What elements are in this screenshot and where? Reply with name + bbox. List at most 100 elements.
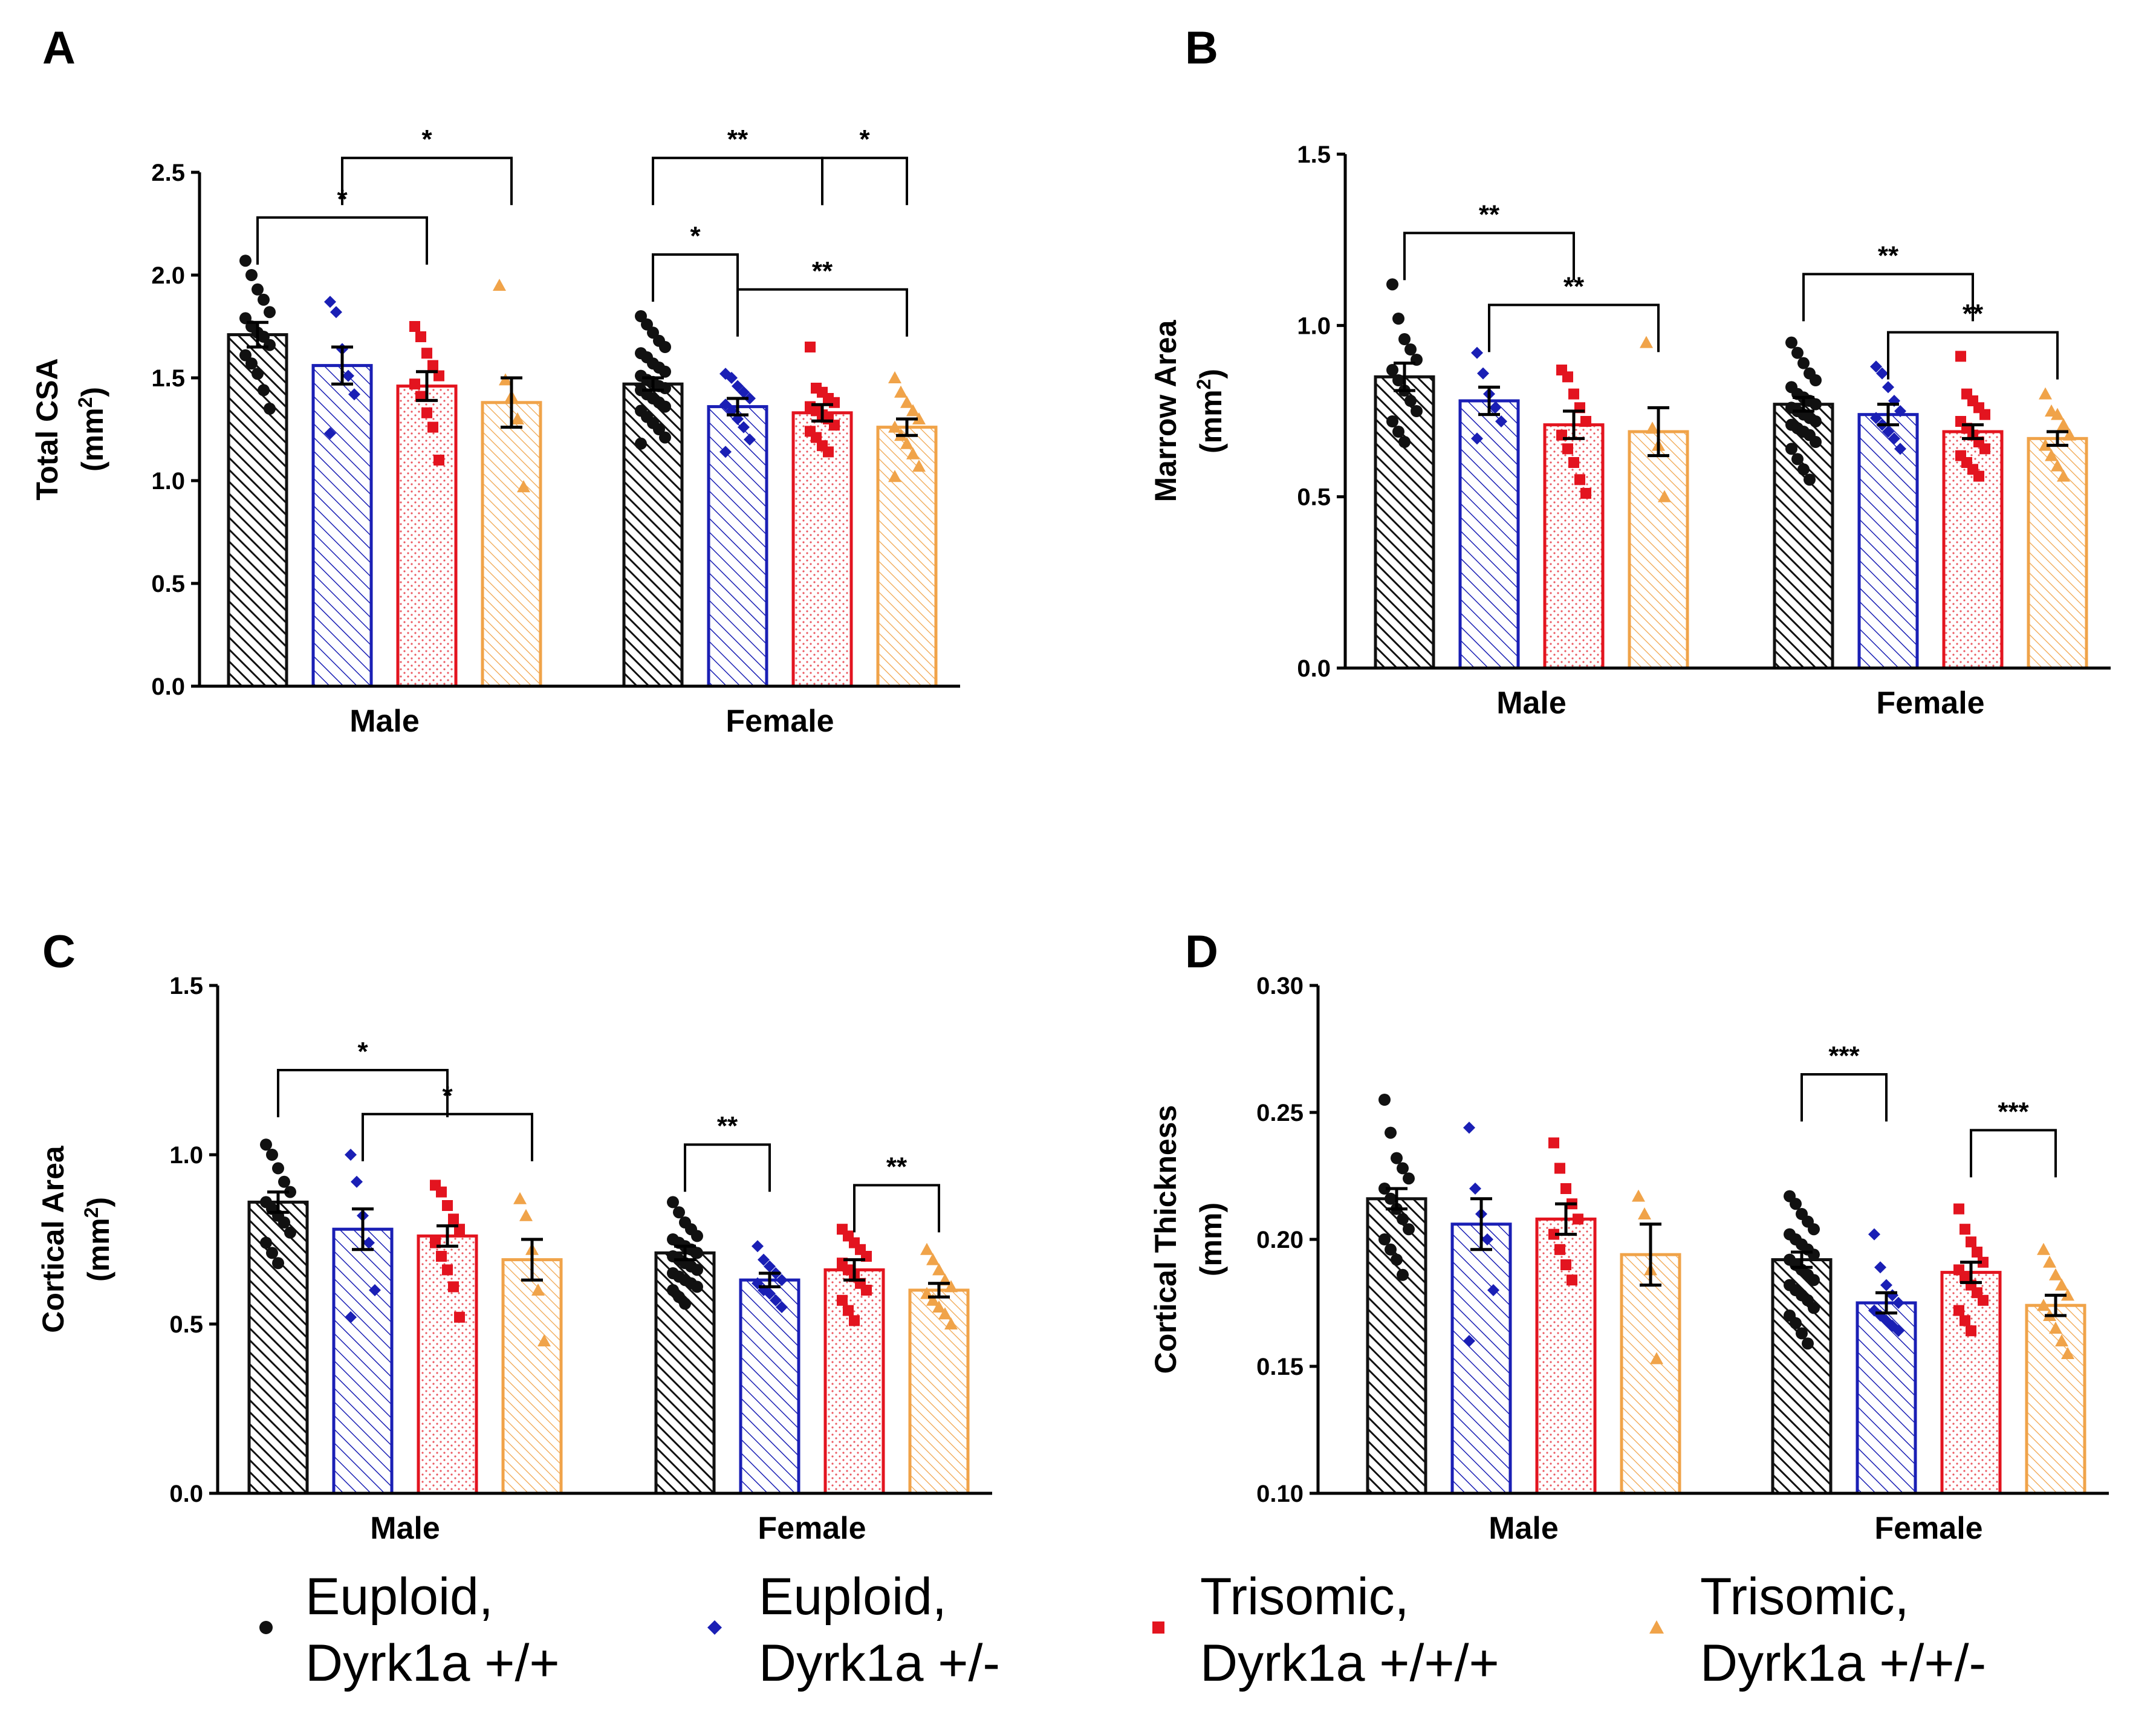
data-point <box>1808 1302 1820 1314</box>
bar <box>876 426 938 688</box>
data-point <box>1953 1203 1964 1215</box>
legend-label-line2: Dyrk1a +/- <box>759 1634 1000 1692</box>
x-category-label: Female <box>758 1511 866 1546</box>
data-point <box>513 1192 527 1204</box>
data-point <box>342 369 354 382</box>
data-point <box>1487 1284 1499 1296</box>
data-point <box>272 1162 284 1175</box>
data-point <box>1978 1256 1989 1268</box>
significance-label: * <box>442 1081 453 1111</box>
data-point <box>1397 1162 1409 1175</box>
data-point <box>1386 364 1398 376</box>
data-point <box>436 1251 447 1262</box>
data-point <box>1810 436 1822 448</box>
data-point <box>900 395 914 408</box>
data-point <box>1463 1121 1475 1134</box>
data-point <box>284 1226 296 1239</box>
data-point <box>1868 1228 1880 1241</box>
data-point <box>260 1236 272 1249</box>
legend-label-line1: Trisomic, <box>1700 1568 1909 1626</box>
data-point <box>1378 1233 1391 1245</box>
legend-item-euploid-wt: Euploid, Dyrk1a +/+ <box>259 1568 560 1692</box>
data-point <box>738 421 750 433</box>
data-point <box>1955 351 1966 362</box>
legend-label-line2: Dyrk1a +/+/- <box>1700 1634 1986 1692</box>
data-point <box>454 1311 465 1323</box>
data-point <box>531 1284 545 1296</box>
y-tick-label: 0.20 <box>1256 1227 1304 1253</box>
y-axis-title: Total CSA <box>30 358 64 500</box>
bar <box>396 385 458 688</box>
data-point <box>2037 1242 2050 1255</box>
data-point <box>932 1263 946 1276</box>
data-point <box>1790 1317 1802 1329</box>
data-point <box>906 404 920 417</box>
chart-panel-d: 0.10 0.15 0.20 0.25 0.30 Male Female Cortical T… <box>1149 973 2109 1546</box>
y-tick-label: 2.5 <box>151 160 185 186</box>
y-axis-title: Cortical Thickness <box>1149 1105 1183 1374</box>
bar <box>908 1288 970 1495</box>
significance-label: ** <box>717 1111 738 1141</box>
data-point <box>2039 387 2052 400</box>
data-point <box>770 1294 782 1306</box>
data-point <box>1404 395 1417 407</box>
data-point <box>659 341 671 353</box>
data-point <box>635 437 647 450</box>
data-point <box>758 1253 770 1266</box>
data-point <box>2055 1278 2068 1291</box>
data-point <box>258 384 270 397</box>
y-tick-label: 0.5 <box>1297 484 1331 511</box>
data-point <box>1411 405 1423 417</box>
data-point <box>1391 1253 1403 1266</box>
significance-label: * <box>690 221 701 251</box>
data-point <box>348 388 360 401</box>
bar <box>1366 1197 1427 1495</box>
significance-label: * <box>859 125 870 154</box>
data-point <box>1638 1207 1651 1219</box>
data-point <box>1892 1297 1904 1309</box>
data-point <box>1650 1352 1663 1365</box>
data-point <box>849 1315 860 1326</box>
legend-marker-triangle-icon <box>1649 1620 1664 1634</box>
x-category-label: Female <box>726 704 834 739</box>
data-point <box>1378 1183 1391 1195</box>
data-point <box>1560 1259 1571 1270</box>
y-axis-title: Marrow Area <box>1149 319 1183 502</box>
data-point <box>861 1285 872 1296</box>
data-point <box>427 360 438 371</box>
data-point <box>2039 438 2052 451</box>
y-axis-unit: (mm) <box>1194 1203 1228 1276</box>
panel-letter-c: C <box>42 926 76 978</box>
data-point <box>1403 1223 1415 1236</box>
bar <box>481 401 542 688</box>
data-point <box>926 1253 940 1265</box>
data-point <box>421 407 432 418</box>
bar <box>1773 403 1834 670</box>
significance-bracket <box>821 157 908 206</box>
data-point <box>679 1297 691 1310</box>
y-tick-label: 0.0 <box>1297 655 1331 682</box>
data-point <box>421 348 432 359</box>
bar <box>1857 413 1919 670</box>
data-point <box>1562 371 1573 383</box>
data-point <box>345 1311 357 1323</box>
data-point <box>266 1247 278 1259</box>
data-point <box>260 1138 272 1151</box>
legend-label-line2: Dyrk1a +/+ <box>305 1634 560 1692</box>
data-point <box>1797 357 1810 369</box>
legend-label-line1: Trisomic, <box>1200 1568 1409 1626</box>
data-point <box>330 306 342 319</box>
data-point <box>944 1280 958 1293</box>
bar <box>247 1200 309 1495</box>
data-point <box>1573 1213 1583 1225</box>
data-point <box>1808 1223 1820 1236</box>
significance-bracket <box>1970 1129 2057 1178</box>
data-point <box>659 431 671 444</box>
y-tick-label: 0.0 <box>151 673 185 700</box>
data-point <box>926 1293 940 1306</box>
data-point <box>837 1294 848 1306</box>
significance-bracket <box>652 253 739 302</box>
data-point <box>1876 367 1888 380</box>
data-point <box>1880 1279 1892 1291</box>
